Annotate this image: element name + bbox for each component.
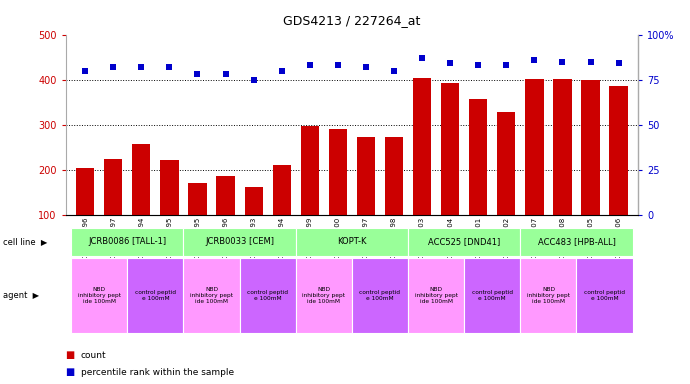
- Bar: [104, 159, 122, 215]
- Bar: [328, 129, 347, 215]
- Text: count: count: [81, 351, 106, 360]
- Text: cell line  ▶: cell line ▶: [3, 237, 48, 247]
- Text: ACC483 [HPB-ALL]: ACC483 [HPB-ALL]: [538, 237, 615, 247]
- Bar: [609, 86, 628, 215]
- Bar: [413, 78, 431, 215]
- Text: control peptid
e 100mM: control peptid e 100mM: [472, 290, 513, 301]
- Bar: [296, 258, 352, 333]
- Text: GDS4213 / 227264_at: GDS4213 / 227264_at: [283, 14, 420, 27]
- Text: NBD
inhibitory pept
ide 100mM: NBD inhibitory pept ide 100mM: [302, 287, 345, 304]
- Text: JCRB0033 [CEM]: JCRB0033 [CEM]: [205, 237, 274, 247]
- Text: NBD
inhibitory pept
ide 100mM: NBD inhibitory pept ide 100mM: [78, 287, 121, 304]
- Bar: [464, 258, 520, 333]
- Text: control peptid
e 100mM: control peptid e 100mM: [135, 290, 176, 301]
- Text: agent  ▶: agent ▶: [3, 291, 39, 300]
- Text: NBD
inhibitory pept
ide 100mM: NBD inhibitory pept ide 100mM: [190, 287, 233, 304]
- Bar: [273, 166, 291, 215]
- Bar: [553, 79, 571, 215]
- Bar: [582, 80, 600, 215]
- Bar: [497, 112, 515, 215]
- Text: NBD
inhibitory pept
ide 100mM: NBD inhibitory pept ide 100mM: [527, 287, 570, 304]
- Text: control peptid
e 100mM: control peptid e 100mM: [247, 290, 288, 301]
- Bar: [576, 258, 633, 333]
- Text: ■: ■: [66, 367, 75, 377]
- Bar: [408, 228, 520, 256]
- Text: percentile rank within the sample: percentile rank within the sample: [81, 368, 234, 377]
- Bar: [160, 160, 179, 215]
- Text: control peptid
e 100mM: control peptid e 100mM: [359, 290, 400, 301]
- Bar: [71, 228, 184, 256]
- Text: JCRB0086 [TALL-1]: JCRB0086 [TALL-1]: [88, 237, 166, 247]
- Bar: [217, 176, 235, 215]
- Bar: [296, 228, 408, 256]
- Bar: [76, 168, 95, 215]
- Bar: [71, 258, 128, 333]
- Bar: [408, 258, 464, 333]
- Bar: [520, 258, 576, 333]
- Bar: [188, 182, 206, 215]
- Bar: [385, 137, 403, 215]
- Bar: [128, 258, 184, 333]
- Bar: [441, 83, 460, 215]
- Bar: [469, 99, 487, 215]
- Text: ■: ■: [66, 350, 75, 360]
- Bar: [301, 126, 319, 215]
- Text: KOPT-K: KOPT-K: [337, 237, 366, 247]
- Bar: [184, 258, 239, 333]
- Bar: [244, 187, 263, 215]
- Bar: [239, 258, 296, 333]
- Bar: [520, 228, 633, 256]
- Bar: [357, 137, 375, 215]
- Text: control peptid
e 100mM: control peptid e 100mM: [584, 290, 625, 301]
- Text: ACC525 [DND41]: ACC525 [DND41]: [428, 237, 500, 247]
- Bar: [184, 228, 296, 256]
- Bar: [132, 144, 150, 215]
- Bar: [352, 258, 408, 333]
- Text: NBD
inhibitory pept
ide 100mM: NBD inhibitory pept ide 100mM: [415, 287, 457, 304]
- Bar: [525, 79, 544, 215]
